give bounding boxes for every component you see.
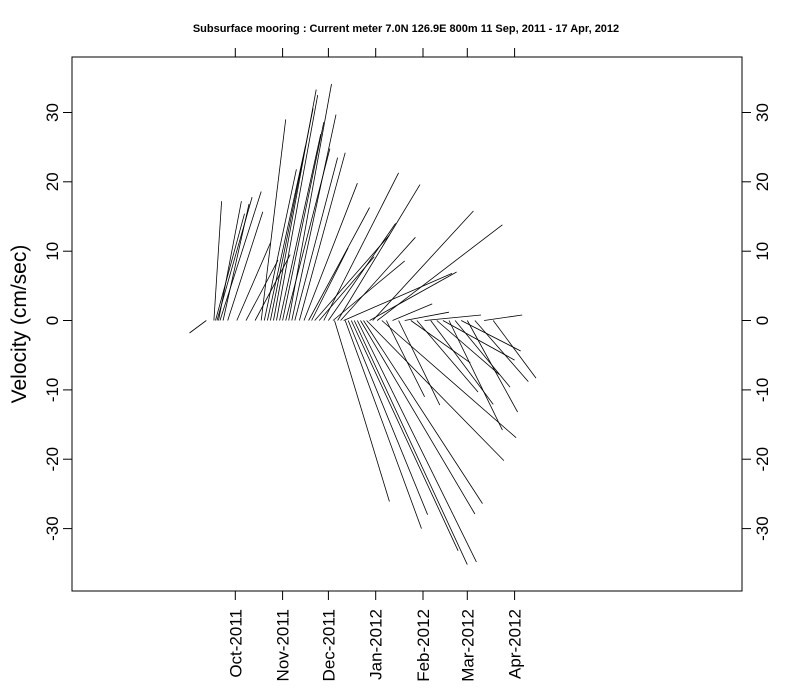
velocity-stick-9 [245,260,279,321]
x-axis-top [234,48,516,57]
plot-frame [71,56,743,592]
velocity-stick-0 [189,320,207,334]
velocity-stick-20 [288,83,332,321]
velocity-stick-56 [436,320,500,375]
velocity-stick-37 [347,320,428,515]
velocity-stick-17 [279,133,322,321]
velocity-stick-26 [311,247,349,321]
velocity-stick-58 [448,320,503,431]
y-tick-label-left-6: 30 [43,103,62,122]
velocity-stick-38 [350,320,459,551]
velocity-stick-34 [340,237,416,321]
velocity-stick-52 [410,320,471,364]
velocity-stick-42 [363,320,483,504]
y-tick-label-right-4: 10 [753,242,772,261]
velocity-stick-29 [323,172,399,321]
sticks-layer [189,83,537,565]
y-axis-right: -30 -20 -10 0 10 20 30 [742,103,772,541]
velocity-stick-13 [267,145,306,321]
velocity-stick-31 [332,260,405,321]
x-tick-label-5: Mar-2012 [458,609,477,682]
velocity-stick-10 [254,254,291,321]
velocity-stick-51 [404,311,450,321]
velocity-stick-4 [218,201,242,321]
velocity-stick-22 [294,157,338,321]
y-tick-label-right-5: 20 [753,172,772,191]
velocity-stick-8 [236,242,271,321]
x-tick-label-1: Nov-2011 [274,609,293,681]
velocity-stick-7 [227,211,264,321]
velocity-stick-27 [314,234,390,321]
y-tick-label-right-1: -20 [753,447,772,472]
velocity-stick-5 [219,191,262,321]
y-tick-label-right-3: 0 [753,316,772,325]
x-tick-label-2: Dec-2011 [319,609,338,681]
y-axis-left: -30 -20 -10 0 10 20 30 [43,103,72,541]
y-tick-label-right-2: -10 [753,378,772,403]
velocity-stick-36 [344,320,422,529]
velocity-stick-23 [299,152,346,321]
y-tick-label-right-6: 30 [753,103,772,122]
velocity-stick-46 [376,224,503,321]
velocity-stick-32 [334,320,390,502]
velocity-stick-35 [343,273,453,321]
x-tick-label-0: Oct-2011 [226,609,245,678]
velocity-stick-24 [303,183,358,321]
x-tick-label-6: Apr-2012 [506,609,525,679]
velocity-stick-61 [466,320,518,413]
velocity-stick-21 [291,114,337,321]
velocity-stick-43 [366,320,505,461]
velocity-stick-41 [360,320,476,515]
y-tick-label-left-2: -10 [43,378,62,403]
y-axis-label: Velocity (cm/sec) [8,245,31,404]
velocity-stick-18 [282,122,325,321]
velocity-stick-33 [337,184,421,321]
y-tick-label-left-4: 10 [43,242,62,261]
velocity-stick-2 [215,213,245,321]
velocity-stick-48 [386,320,425,397]
y-tick-label-left-3: 0 [43,316,62,325]
x-tick-label-4: Feb-2012 [414,609,433,682]
velocity-stick-15 [273,89,317,321]
velocity-stick-6 [222,203,250,321]
velocity-stick-47 [381,320,517,439]
velocity-stick-39 [353,320,468,565]
x-tick-label-3: Jan-2012 [367,609,386,680]
y-tick-label-left-0: -30 [43,516,62,541]
velocity-stick-30 [328,223,396,321]
velocity-stick-62 [474,320,529,382]
velocity-stick-25 [308,207,370,321]
velocity-stick-60 [461,320,521,352]
velocity-stick-11 [260,119,287,321]
velocity-stick-16 [276,95,319,321]
velocity-stick-44 [369,271,457,321]
x-axis-bottom: Oct-2011 Nov-2011 Dec-2011 Jan-2012 Feb-2012… [226,591,525,682]
velocity-stick-1 [213,201,222,321]
velocity-stick-12 [263,169,297,321]
velocity-stick-49 [392,303,433,321]
velocity-stick-59 [454,320,511,388]
velocity-stick-64 [492,320,537,379]
velocity-stick-63 [484,314,523,321]
velocity-stick-45 [372,210,474,321]
velocity-stick-54 [424,314,482,321]
y-tick-label-left-5: 20 [43,172,62,191]
velocity-stick-57 [442,320,515,361]
chart-title: Subsurface mooring : Current meter 7.0N … [193,23,619,35]
y-tick-label-left-1: -20 [43,447,62,472]
velocity-stick-53 [416,320,479,393]
velocity-stick-40 [357,320,477,563]
y-tick-label-right-0: -30 [753,516,772,541]
velocity-stick-50 [398,320,441,406]
